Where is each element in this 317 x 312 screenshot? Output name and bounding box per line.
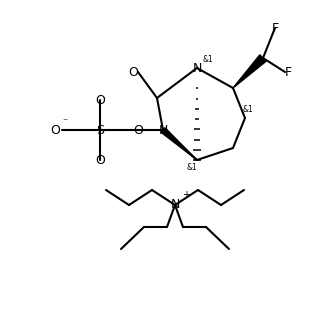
Text: &1: &1 <box>243 105 253 115</box>
Text: F: F <box>271 22 279 35</box>
Text: &1: &1 <box>203 56 213 65</box>
Text: O: O <box>95 154 105 167</box>
Text: S: S <box>96 124 104 137</box>
Polygon shape <box>161 128 197 160</box>
Text: N: N <box>158 124 168 137</box>
Text: N: N <box>170 198 180 212</box>
Text: +: + <box>182 190 190 200</box>
Text: O: O <box>95 94 105 106</box>
Text: N: N <box>192 61 202 75</box>
Text: ⁻: ⁻ <box>62 117 68 127</box>
Text: O: O <box>128 66 138 79</box>
Text: O: O <box>133 124 143 137</box>
Polygon shape <box>233 55 266 88</box>
Text: O: O <box>50 124 60 137</box>
Text: F: F <box>284 66 292 79</box>
Text: &1: &1 <box>187 163 197 173</box>
